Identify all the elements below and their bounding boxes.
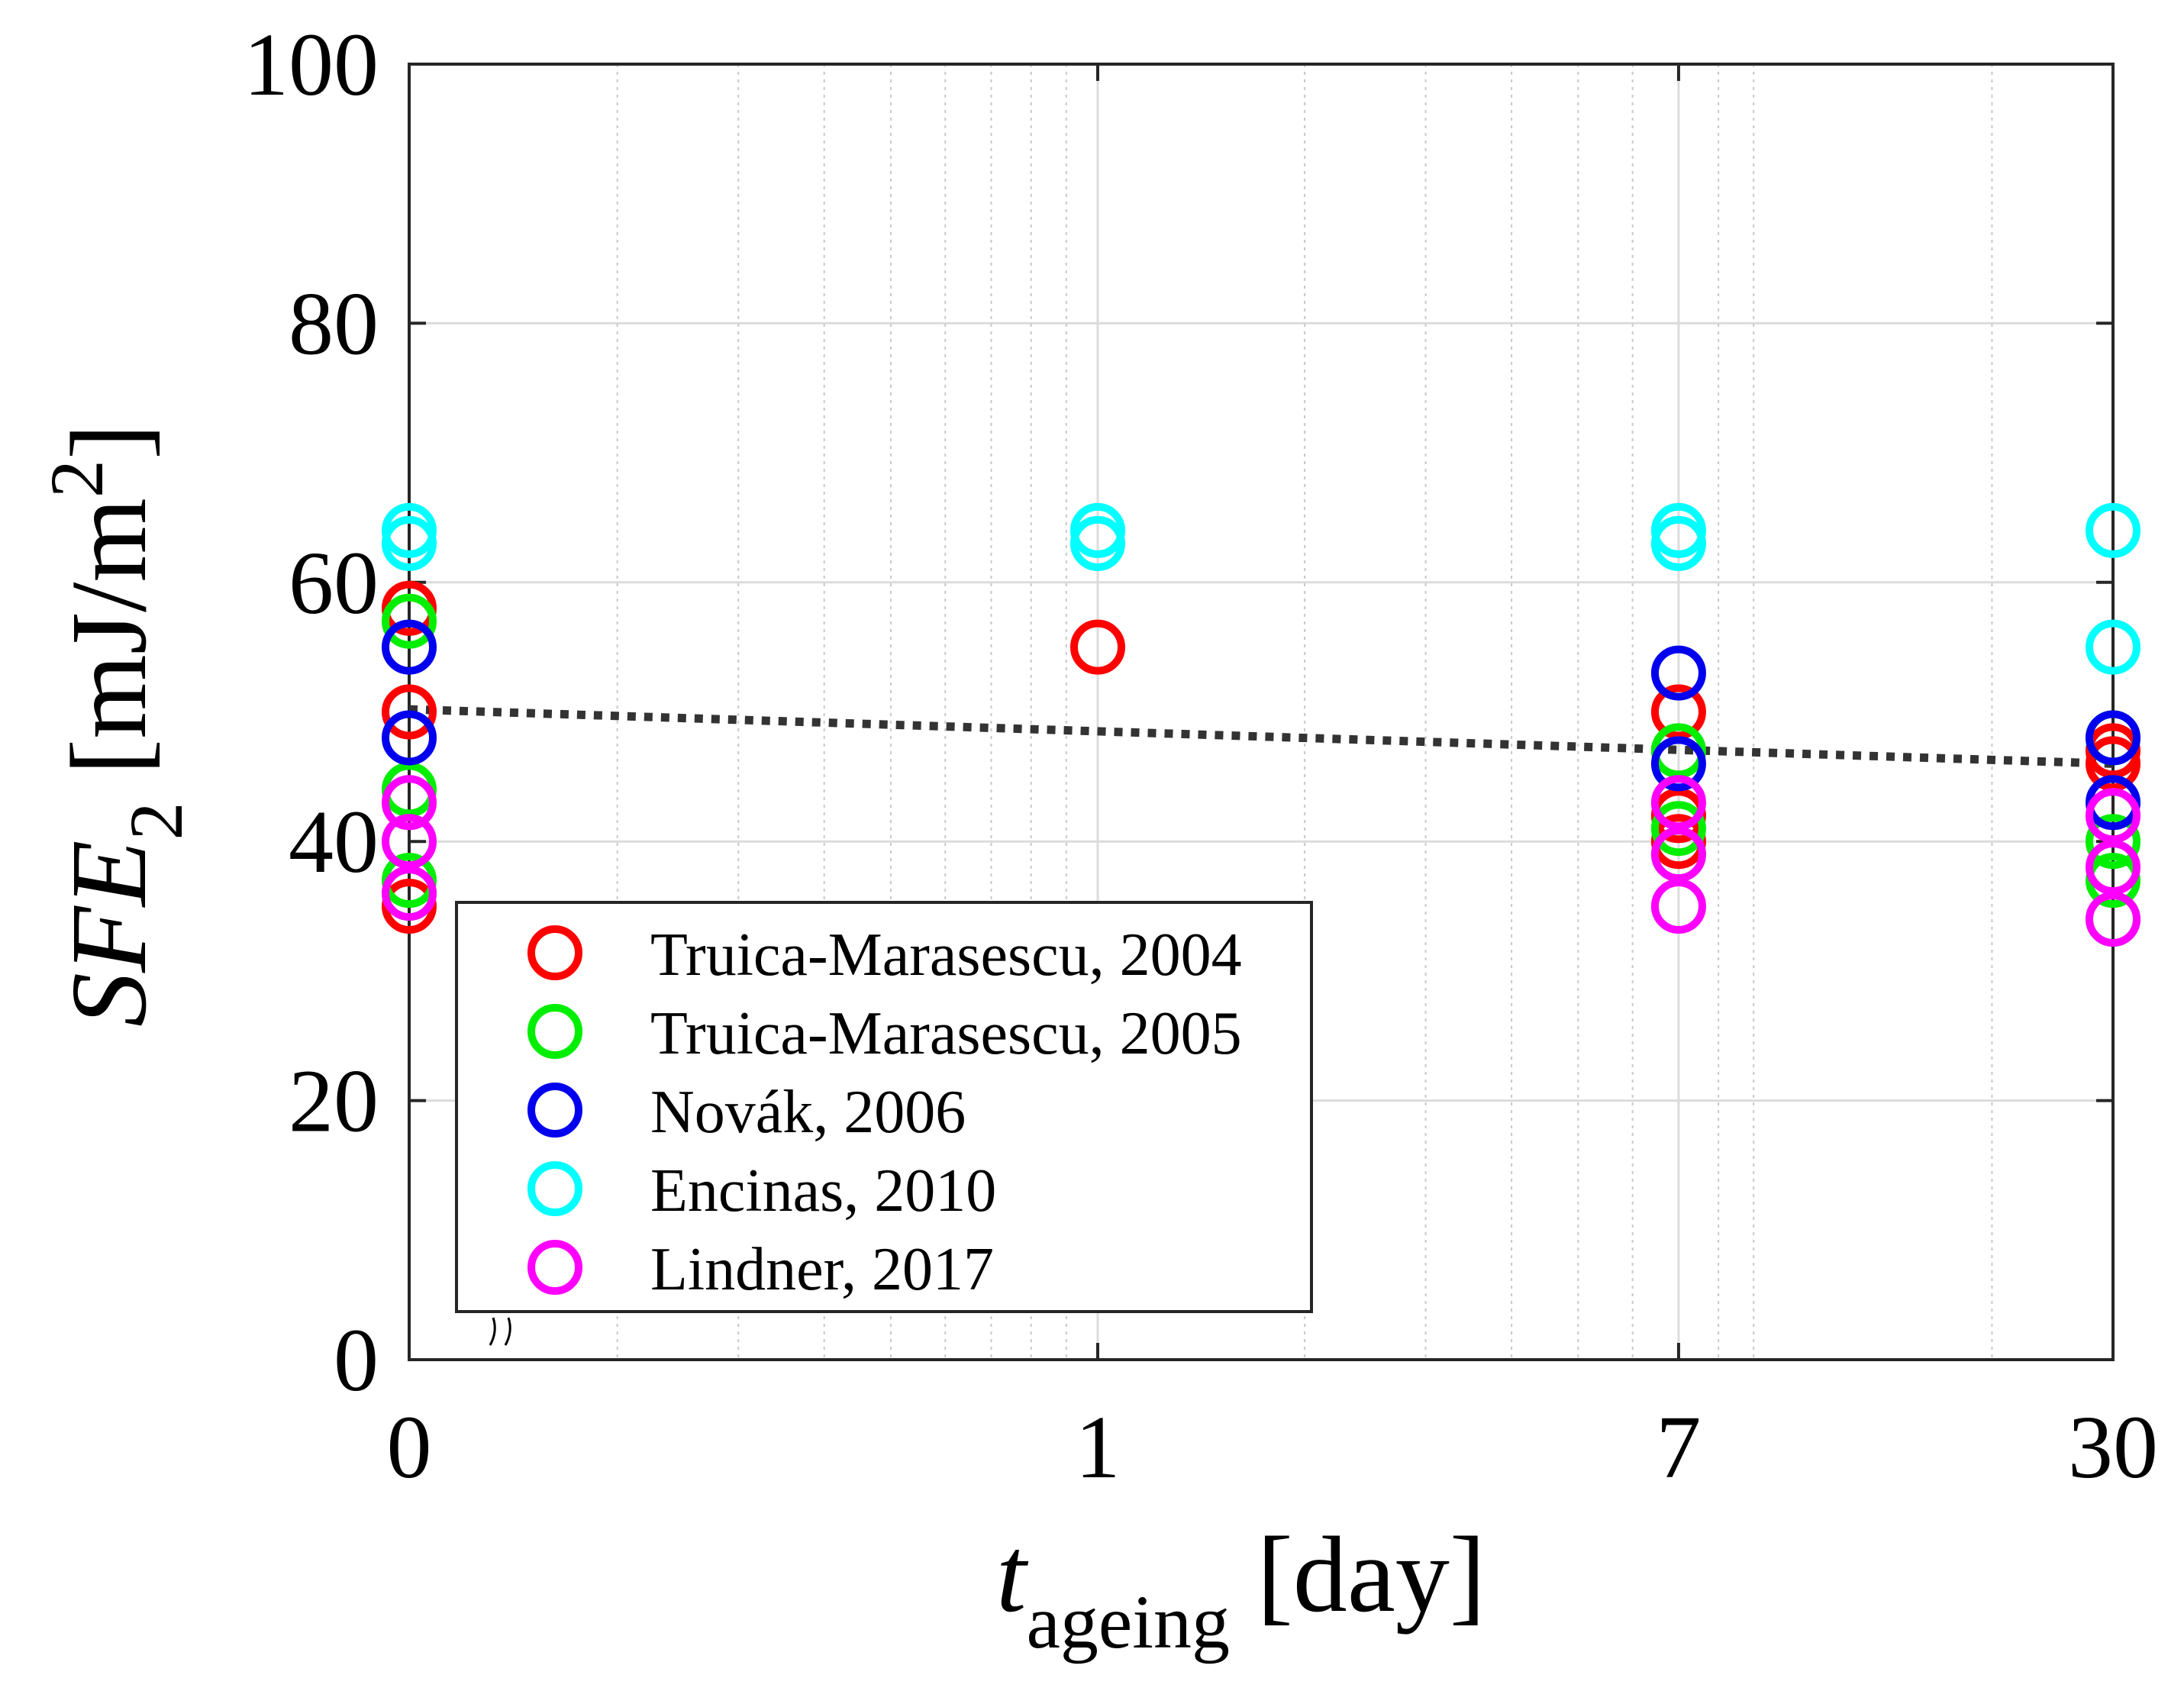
y-tick-label: 60 <box>289 533 379 633</box>
axis-break-marker <box>489 1317 511 1346</box>
data-point <box>382 515 437 571</box>
data-point <box>382 619 437 675</box>
x-tick-label: 1 <box>1076 1397 1121 1497</box>
legend-item: Novák, 2006 <box>527 1079 966 1146</box>
data-point <box>382 684 437 740</box>
data-point <box>2086 710 2140 766</box>
data-point <box>2086 814 2140 870</box>
x-axis-title: tageing [day] <box>996 1514 1486 1664</box>
data-point <box>1070 619 1125 675</box>
legend: Truica-Marasescu, 2004 Truica-Marasescu, … <box>455 901 1313 1313</box>
data-point <box>382 866 437 921</box>
series-3 <box>382 619 2140 831</box>
legend-marker <box>527 1240 582 1295</box>
grid <box>409 64 2113 1360</box>
y-tick-label: 20 <box>289 1051 379 1151</box>
data-point <box>2086 502 2140 558</box>
data-point <box>1650 827 1706 883</box>
legend-marker <box>527 1083 582 1138</box>
x-axis-title-unit: [day] <box>1230 1514 1486 1635</box>
data-point <box>382 814 437 870</box>
legend-item: Truica-Marasescu, 2005 <box>527 1000 1242 1067</box>
data-point <box>2086 840 2140 896</box>
y-tick-label: 100 <box>244 15 379 115</box>
x-tick-label: 7 <box>1656 1397 1701 1497</box>
y-axis-title-main: SFE <box>48 841 169 1027</box>
y-tick-label: 0 <box>334 1310 379 1410</box>
legend-marker <box>527 1161 582 1216</box>
y-axis-title-close: ] <box>48 424 169 460</box>
data-point <box>1650 684 1706 740</box>
legend-label: Truica-Marasescu, 2004 <box>650 921 1242 989</box>
legend-item: Truica-Marasescu, 2004 <box>527 921 1242 989</box>
series-2 <box>382 593 2140 947</box>
y-axis-title: SFE2 [mJ/m2] <box>34 424 198 1027</box>
data-point <box>1650 645 1706 701</box>
data-point <box>382 710 437 766</box>
legend-label: Truica-Marasescu, 2005 <box>650 1000 1242 1067</box>
legend-items: Truica-Marasescu, 2004 Truica-Marasescu, … <box>527 921 1242 1303</box>
y-axis-title-sup: 2 <box>34 460 119 498</box>
data-point <box>2086 619 2140 675</box>
legend-item: Lindner, 2017 <box>527 1236 994 1303</box>
data-point <box>1650 879 1706 934</box>
data-point <box>382 593 437 649</box>
series-5 <box>382 775 2140 947</box>
data-point <box>1650 736 1706 792</box>
data-point <box>2086 736 2140 792</box>
x-tick-label: 0 <box>387 1397 432 1497</box>
trendline-group <box>408 705 2114 768</box>
legend-marker <box>527 925 582 980</box>
y-tick-label: 40 <box>289 792 379 892</box>
legend-label: Encinas, 2010 <box>650 1157 996 1225</box>
legend-marker <box>527 1004 582 1059</box>
x-tick-label: 30 <box>2068 1397 2158 1497</box>
y-axis-title-sub: 2 <box>114 802 198 841</box>
tick-marks: 0 20 40 60 80 100 0 1 7 30 <box>244 15 2158 1497</box>
data-point <box>2086 788 2140 844</box>
trendline <box>408 705 2114 768</box>
x-axis-title-sub: ageing <box>1026 1580 1230 1664</box>
data-point <box>2086 892 2140 947</box>
y-tick-label: 80 <box>289 273 379 373</box>
data-point <box>1650 801 1706 857</box>
data-point <box>382 775 437 831</box>
legend-item: Encinas, 2010 <box>527 1157 996 1225</box>
data-point <box>1650 515 1706 571</box>
legend-label: Novák, 2006 <box>650 1079 966 1146</box>
y-axis-title-unit: [mJ/m <box>48 498 169 802</box>
legend-box <box>455 901 1313 1313</box>
data-point <box>1650 775 1706 831</box>
series-4 <box>382 502 2140 675</box>
x-axis-title-main: t <box>996 1514 1029 1635</box>
data-point <box>1070 515 1125 571</box>
data-points <box>382 502 2140 947</box>
legend-label: Lindner, 2017 <box>650 1236 994 1303</box>
